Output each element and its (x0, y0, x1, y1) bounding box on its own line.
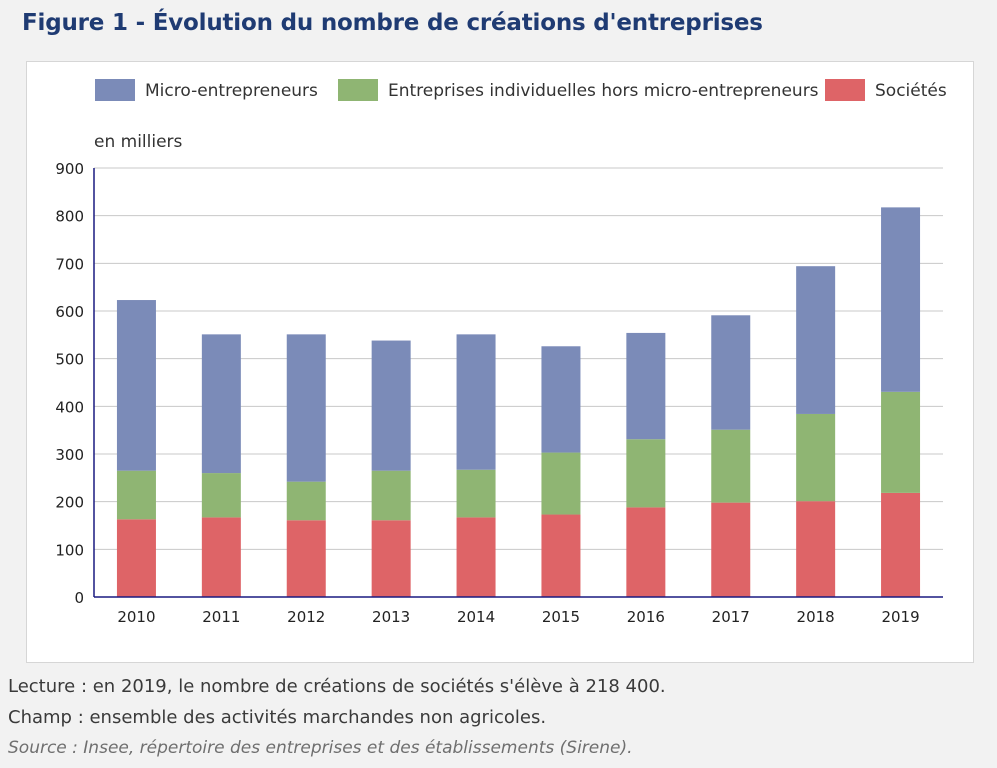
chart-panel: Micro-entrepreneurs Entreprises individue… (26, 61, 974, 663)
x-tick-label: 2013 (372, 608, 410, 626)
bar-segment-individuelles-2017 (711, 429, 751, 503)
legend-label-3: Sociétés (875, 81, 947, 101)
bar-segment-societes-2010 (116, 519, 156, 597)
y-tick-label: 900 (55, 160, 84, 178)
bar-segment-societes-2016 (626, 507, 666, 597)
x-tick-label: 2015 (542, 608, 580, 626)
y-tick-label: 500 (55, 351, 84, 369)
legend-swatch-1 (95, 79, 135, 101)
bar-segment-micro-2013 (371, 340, 411, 471)
y-tick-label: 300 (55, 446, 84, 464)
bar-segment-micro-2019 (881, 207, 921, 392)
bar-segment-societes-2015 (541, 514, 581, 597)
bar-segment-micro-2011 (201, 334, 241, 474)
y-axis-unit-label: en milliers (94, 132, 183, 152)
bar-segment-societes-2017 (711, 502, 751, 597)
reading-note: Lecture : en 2019, le nombre de création… (8, 676, 666, 697)
bar-segment-micro-2012 (286, 334, 326, 482)
bar-segment-individuelles-2015 (541, 452, 581, 515)
bar-segment-individuelles-2019 (881, 391, 921, 493)
legend-label-1: Micro-entrepreneurs (145, 81, 318, 101)
bar-segment-individuelles-2016 (626, 439, 666, 508)
scope-note: Champ : ensemble des activités marchande… (8, 707, 547, 728)
bar-segment-individuelles-2010 (116, 470, 156, 520)
bar-segment-societes-2012 (286, 520, 326, 597)
x-tick-label: 2019 (881, 608, 919, 626)
x-tick-label: 2012 (287, 608, 325, 626)
source-note: Source : Insee, répertoire des entrepris… (8, 738, 633, 758)
stacked-bar-chart: Micro-entrepreneurs Entreprises individue… (55, 79, 947, 626)
x-tick-label: 2010 (117, 608, 155, 626)
bar-segment-micro-2017 (711, 315, 751, 430)
x-tick-label: 2014 (457, 608, 495, 626)
y-tick-label: 700 (55, 255, 84, 273)
bar-segment-societes-2018 (796, 501, 836, 597)
bar-segment-micro-2018 (796, 266, 836, 414)
legend-label-2: Entreprises individuelles hors micro-ent… (388, 81, 819, 101)
bar-segment-micro-2014 (456, 334, 496, 470)
x-tick-label: 2011 (202, 608, 240, 626)
y-tick-label: 0 (74, 589, 84, 607)
figure-title: Figure 1 - Évolution du nombre de créati… (22, 10, 763, 36)
bar-segment-micro-2010 (116, 300, 156, 471)
bar-segment-societes-2014 (456, 517, 496, 597)
y-tick-label: 100 (55, 541, 84, 559)
y-tick-label: 600 (55, 303, 84, 321)
bar-segment-societes-2019 (881, 492, 921, 597)
y-tick-label: 400 (55, 398, 84, 416)
bar-segment-micro-2015 (541, 346, 581, 453)
bar-segment-societes-2011 (201, 517, 241, 597)
bar-segment-individuelles-2014 (456, 469, 496, 518)
x-tick-label: 2016 (627, 608, 665, 626)
bar-segment-societes-2013 (371, 520, 411, 597)
x-tick-label: 2017 (712, 608, 750, 626)
bar-segment-individuelles-2011 (201, 473, 241, 518)
bar-segment-micro-2016 (626, 332, 666, 440)
x-tick-label: 2018 (797, 608, 835, 626)
legend-swatch-2 (338, 79, 378, 101)
y-tick-label: 200 (55, 494, 84, 512)
bar-segment-individuelles-2012 (286, 481, 326, 521)
y-tick-label: 800 (55, 208, 84, 226)
bar-segment-individuelles-2013 (371, 470, 411, 521)
bar-segment-individuelles-2018 (796, 413, 836, 502)
legend-swatch-3 (825, 79, 865, 101)
